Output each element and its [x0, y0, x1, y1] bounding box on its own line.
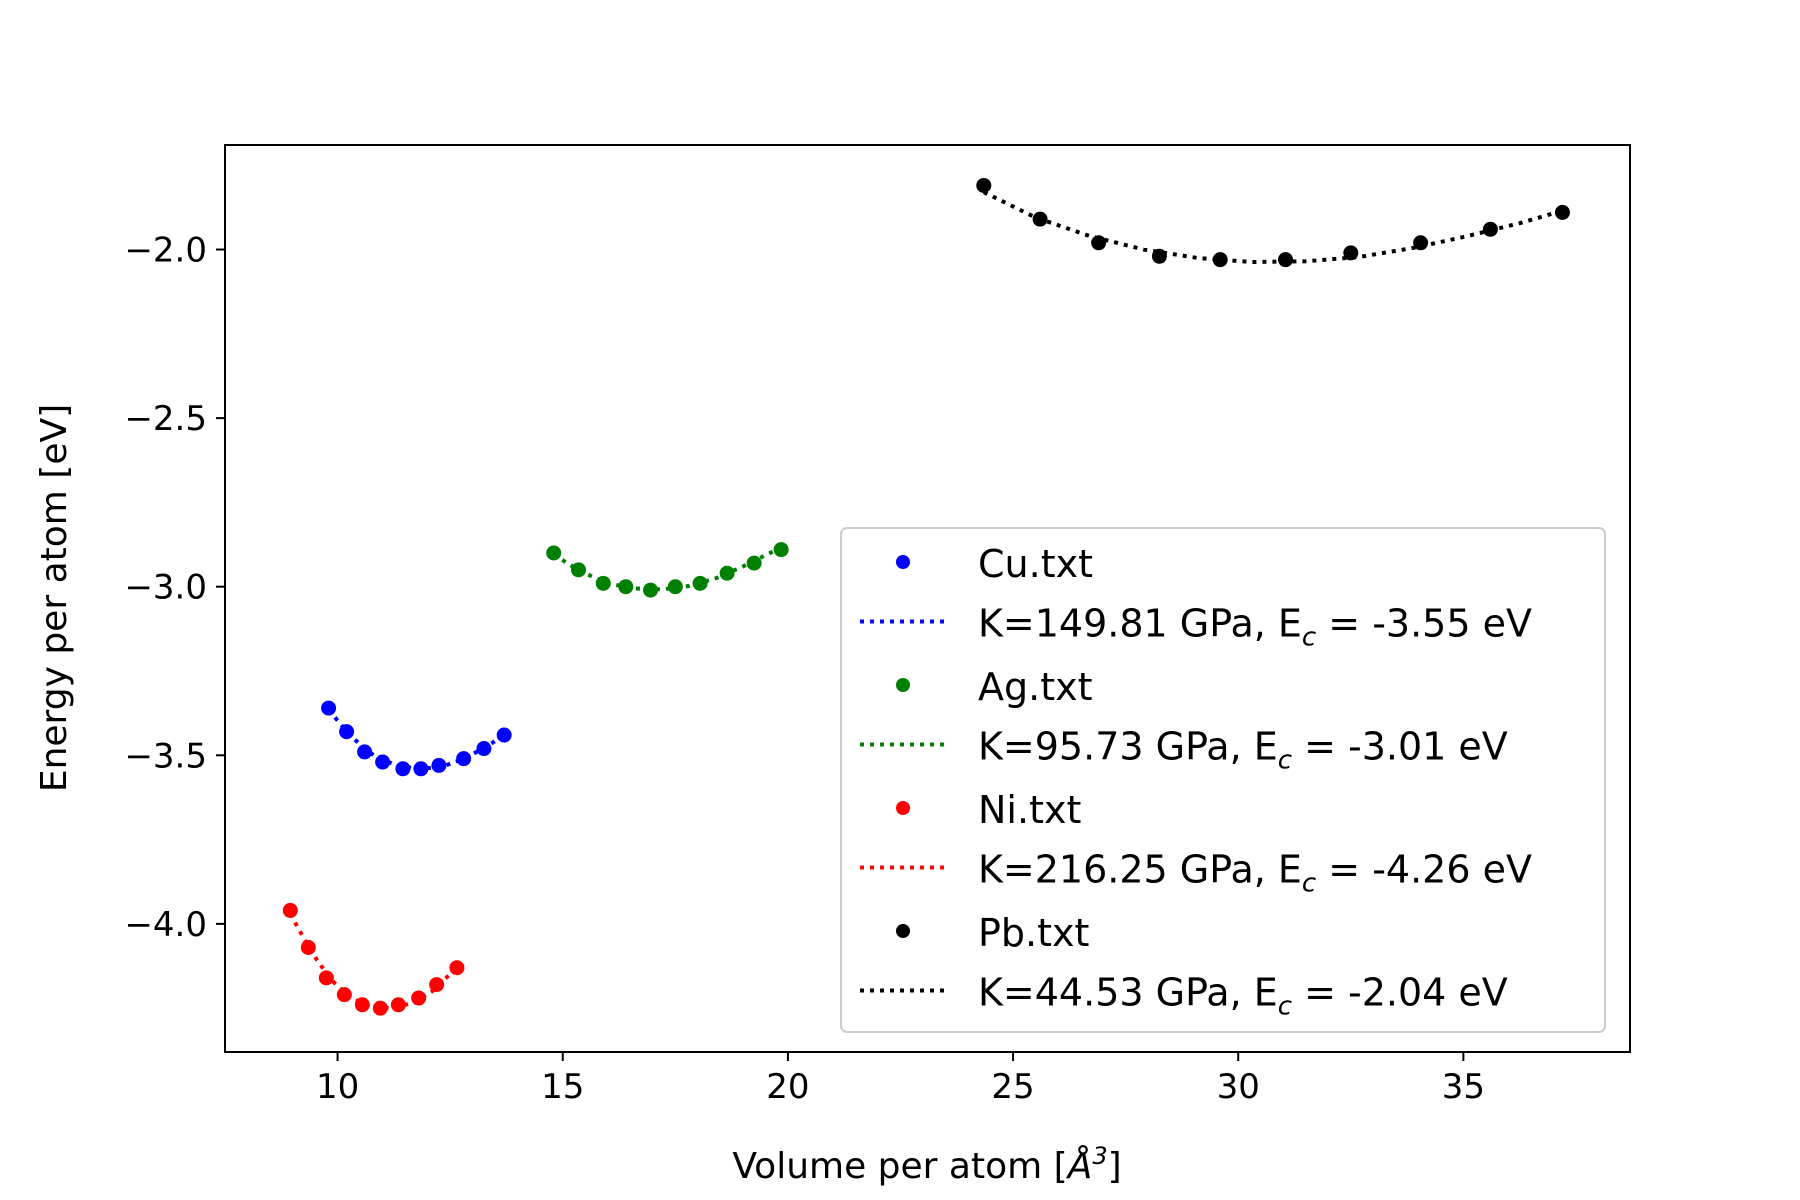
data-point-cu-txt — [357, 744, 373, 760]
data-point-pb-txt — [1151, 248, 1167, 264]
data-point-ag-txt — [546, 545, 562, 561]
data-point-ag-txt — [618, 579, 634, 595]
x-tick-label: 30 — [1217, 1067, 1260, 1107]
data-point-ag-txt — [571, 562, 587, 578]
y-tick-label: −2.5 — [124, 399, 207, 439]
data-point-cu-txt — [413, 761, 429, 777]
data-point-ag-txt — [667, 579, 683, 595]
legend-label-cu-txt: Cu.txt — [978, 542, 1093, 586]
legend-marker-pb-txt — [896, 924, 910, 938]
data-point-ag-txt — [719, 565, 735, 581]
data-point-cu-txt — [431, 757, 447, 773]
data-point-ni-txt — [449, 960, 465, 976]
data-point-pb-txt — [1032, 211, 1048, 227]
data-point-cu-txt — [496, 727, 512, 743]
data-point-cu-txt — [456, 751, 472, 767]
data-point-ni-txt — [429, 977, 445, 993]
data-point-ni-txt — [318, 970, 334, 986]
data-point-ag-txt — [595, 575, 611, 591]
legend-marker-ag-txt — [896, 678, 910, 692]
data-point-ni-txt — [372, 1000, 388, 1016]
plot-frame — [224, 144, 1631, 1053]
x-axis-label: Volume per atom [Å3] — [732, 1142, 1121, 1187]
data-point-pb-txt — [1343, 245, 1359, 261]
data-point-cu-txt — [339, 724, 355, 740]
data-point-pb-txt — [1278, 252, 1294, 268]
y-tick-label: −2.0 — [124, 231, 207, 271]
data-point-ni-txt — [354, 997, 370, 1013]
legend: Cu.txt K=149.81 GPa, Ec = -3.55 eV Ag.txt K… — [840, 527, 1606, 1033]
data-point-ni-txt — [336, 987, 352, 1003]
legend-marker-ni-txt — [896, 801, 910, 815]
data-point-cu-txt — [321, 700, 337, 716]
legend-label-pb-txt: Pb.txt — [978, 911, 1089, 955]
data-point-pb-txt — [1413, 235, 1429, 251]
legend-label-ni-txt: Ni.txt — [978, 788, 1081, 832]
data-point-ag-txt — [692, 575, 708, 591]
y-tick-label: −4.0 — [124, 905, 207, 945]
legend-marker-cu-txt — [896, 555, 910, 569]
data-point-ni-txt — [390, 997, 406, 1013]
data-point-ni-txt — [282, 902, 298, 918]
legend-fit-label-ag-txt: K=95.73 GPa, Ec = -3.01 eV — [978, 725, 1508, 776]
x-tick-label: 20 — [766, 1067, 809, 1107]
y-tick-label: −3.0 — [124, 568, 207, 608]
x-tick-label: 15 — [541, 1067, 584, 1107]
x-tick-label: 25 — [991, 1067, 1034, 1107]
data-point-ag-txt — [773, 542, 789, 558]
data-point-ni-txt — [300, 939, 316, 955]
data-point-pb-txt — [976, 177, 992, 193]
legend-fit-label-ni-txt: K=216.25 GPa, Ec = -4.26 eV — [978, 848, 1532, 899]
data-point-cu-txt — [476, 741, 492, 757]
data-point-cu-txt — [375, 754, 391, 770]
legend-fit-label-cu-txt: K=149.81 GPa, Ec = -3.55 eV — [978, 602, 1532, 653]
data-point-pb-txt — [1554, 204, 1570, 220]
x-tick-label: 10 — [316, 1067, 359, 1107]
x-tick-label: 35 — [1442, 1067, 1485, 1107]
data-point-cu-txt — [395, 761, 411, 777]
data-point-pb-txt — [1212, 252, 1228, 268]
axes-layer: 10 15 20 25 30 35 −4.0 −3.5 −3.0 −2.5 −2.0 — [124, 231, 1485, 1107]
data-point-pb-txt — [1482, 221, 1498, 237]
y-tick-label: −3.5 — [124, 736, 207, 776]
data-point-ag-txt — [643, 582, 659, 598]
legend-label-ag-txt: Ag.txt — [978, 665, 1092, 709]
data-point-pb-txt — [1091, 235, 1107, 251]
data-point-ag-txt — [746, 555, 762, 571]
data-point-ni-txt — [411, 990, 427, 1006]
legend-fit-label-pb-txt: K=44.53 GPa, Ec = -2.04 eV — [978, 971, 1508, 1022]
series-layer — [282, 177, 1570, 1016]
legend-box — [840, 527, 1606, 1033]
y-axis-label: Energy per atom [eV] — [34, 404, 75, 792]
